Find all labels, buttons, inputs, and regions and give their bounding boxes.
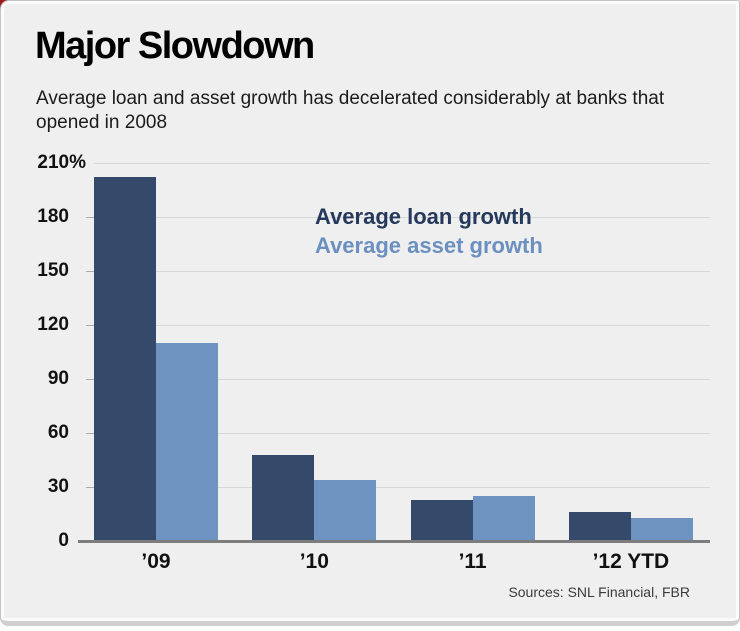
x-axis-label-4: ’12 YTD [592, 550, 670, 573]
x-axis-line [78, 540, 710, 543]
gridline-120 [94, 324, 710, 326]
y-axis-label-210: 210% [37, 152, 86, 173]
y-axis-label-180: 180 [37, 206, 69, 227]
y-tick-180 [86, 216, 95, 218]
bar-asset-1 [156, 343, 218, 541]
bar-loan-1 [94, 177, 156, 541]
y-tick-60 [86, 432, 95, 434]
bar-asset-2 [314, 479, 377, 541]
y-tick-30 [86, 486, 95, 488]
gridline-150 [94, 270, 710, 272]
y-tick-90 [86, 378, 95, 380]
bar-asset-4 [630, 517, 693, 541]
bar-loan-4 [568, 512, 631, 541]
chart-legend: Average loan growth Average asset growth [315, 202, 543, 260]
x-axis-label-2: ’10 [299, 550, 329, 573]
y-axis-label-30: 30 [47, 476, 69, 497]
y-axis-label-90: 90 [47, 368, 69, 389]
y-tick-120 [86, 324, 95, 326]
x-axis-label-1: ’09 [141, 550, 171, 573]
y-tick-150 [86, 270, 95, 272]
y-axis-label-150: 150 [37, 260, 69, 281]
gridline-60 [94, 432, 710, 434]
y-axis-label-60: 60 [47, 422, 69, 443]
chart-title: Major Slowdown [35, 25, 315, 67]
bar-loan-3 [410, 499, 473, 541]
legend-item-loan-growth: Average loan growth [315, 204, 532, 229]
y-axis-label-120: 120 [37, 314, 69, 335]
gridline-90 [94, 378, 710, 380]
sources-note: Sources: SNL Financial, FBR [508, 584, 690, 600]
y-axis-label-0: 0 [58, 530, 69, 551]
legend-item-asset-growth: Average asset growth [315, 233, 543, 258]
bar-loan-2 [252, 454, 315, 541]
gridline-30 [94, 486, 710, 488]
gridline-210 [94, 162, 710, 164]
gridline-180 [94, 216, 710, 218]
chart-subtitle: Average loan and asset growth has decele… [36, 88, 665, 133]
x-axis-label-3: ’11 [458, 550, 487, 573]
bar-asset-3 [472, 496, 535, 541]
